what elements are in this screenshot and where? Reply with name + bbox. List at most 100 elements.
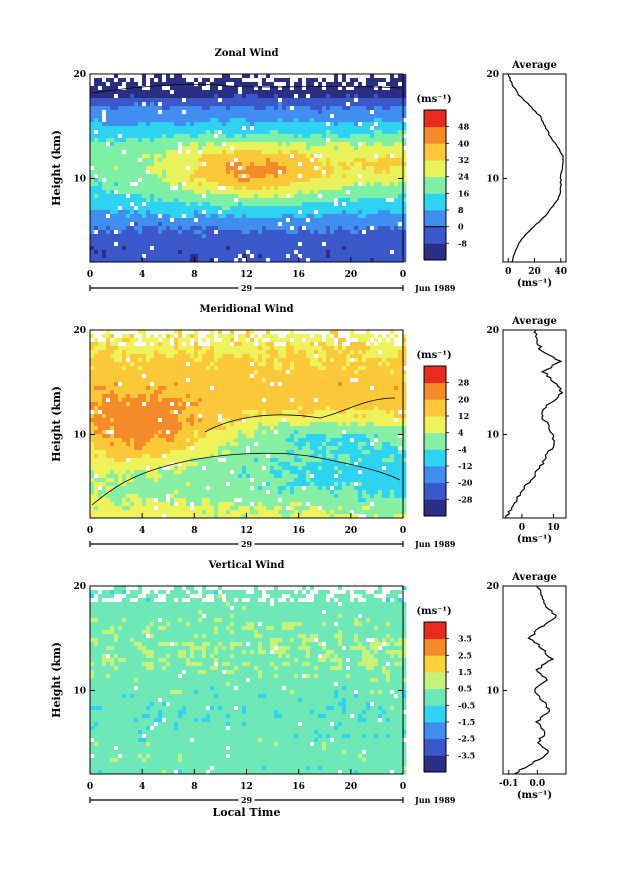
panel-2-profile-xtick-label: 0 xyxy=(519,523,525,533)
panel-3-colorbar-swatch xyxy=(424,738,446,756)
panel-2-xtick-label: 8 xyxy=(191,526,197,536)
panel-3-xlabel: Local Time xyxy=(213,806,281,819)
panel-2-ytick-label: 20 xyxy=(73,326,86,336)
panel-2-colorbar-label: -4 xyxy=(458,444,467,454)
panel-3-colorbar-swatch xyxy=(424,622,446,640)
panel-2-profile-ytick-label: 10 xyxy=(486,430,499,440)
panel-1-title: Zonal Wind xyxy=(214,48,278,59)
panel-3-colorbar-label: 2.5 xyxy=(458,650,472,660)
panel-2-profile-ytick-label: 20 xyxy=(486,326,499,336)
panel-1-xtick-label: 0 xyxy=(87,270,93,280)
panel-1-colorbar-label: 24 xyxy=(458,172,470,182)
panel-3-profile-ytick-label: 20 xyxy=(486,582,499,592)
panel-3-xtick-label: 12 xyxy=(240,782,253,792)
panel-2-colorbar-swatch xyxy=(424,482,446,500)
panel-1-zero-contour xyxy=(91,84,402,94)
panel-1-colorbar-label: 48 xyxy=(458,122,470,132)
panel-2-colorbar-unit: (ms⁻¹) xyxy=(416,350,451,361)
panel-2-xtick-label: 4 xyxy=(139,526,145,536)
panel-3-profile-title: Average xyxy=(511,572,557,583)
panel-2-colorbar-label: 4 xyxy=(458,428,464,438)
panel-2-colorbar-label: 12 xyxy=(458,411,469,421)
panel-1-colorbar-label: 32 xyxy=(458,155,469,165)
panel-2-title: Meridional Wind xyxy=(199,304,293,315)
panel-2-colorbar-swatch xyxy=(424,366,446,384)
panel-3-colorbar-swatch xyxy=(424,705,446,723)
panel-2-xtick-label: 16 xyxy=(292,526,305,536)
panel-2-colorbar-frame xyxy=(423,365,447,517)
panel-3-colorbar-label: -1.5 xyxy=(458,717,475,727)
panel-2-colorbar-swatch xyxy=(424,499,446,517)
panel-1-colorbar-swatch xyxy=(424,126,446,144)
panel-2-profile-title: Average xyxy=(511,316,557,327)
panel-1-ylabel: Height (km) xyxy=(50,130,63,206)
panel-2-colorbar-label: -12 xyxy=(458,461,472,471)
panel-3-profile-xtick-label: -0.1 xyxy=(499,779,518,789)
panel-1-colorbar-frame xyxy=(423,109,447,261)
panel-2-profile-xtick-label: 10 xyxy=(547,523,560,533)
panel-1-profile-xtick-label: 0 xyxy=(505,267,511,277)
panel-3-profile-xtick-label: 0.0 xyxy=(530,779,546,789)
panel-2-colorbar-swatch xyxy=(424,399,446,417)
panel-1-ytick-label: 10 xyxy=(73,174,86,184)
panel-3-colorbar-unit: (ms⁻¹) xyxy=(416,606,451,617)
panel-2-colorbar-label: 28 xyxy=(458,378,470,388)
panel-3-colorbar-label: 1.5 xyxy=(458,667,472,677)
panel-3-title: Vertical Wind xyxy=(208,560,285,571)
panel-2-xtick-label: 0 xyxy=(400,526,406,536)
panel-3-profile-frame xyxy=(502,585,567,775)
panel-3-heatmap xyxy=(90,586,407,775)
panel-3-colorbar-label: -0.5 xyxy=(458,700,475,710)
panel-1-profile-xtick-label: 20 xyxy=(528,267,541,277)
panel-2-xtick-label: 20 xyxy=(345,526,358,536)
panel-1-colorbar-swatch xyxy=(424,243,446,261)
panel-3-ytick-label: 10 xyxy=(73,686,86,696)
panel-1-colorbar-swatch xyxy=(424,193,446,211)
panel-2-ytick-label: 10 xyxy=(73,430,86,440)
panel-3-xtick-label: 8 xyxy=(191,782,197,792)
panel-3-date-day: 29 xyxy=(241,795,253,805)
panel-1-xtick-label: 8 xyxy=(191,270,197,280)
panel-3-colorbar-swatch xyxy=(424,638,446,656)
panel-2-colorbar-swatch xyxy=(424,466,446,484)
panel-2-date-day: 29 xyxy=(241,539,253,549)
panel-3-xtick-label: 20 xyxy=(345,782,358,792)
panel-1-heatmap xyxy=(90,74,407,263)
panel-3-xtick-label: 0 xyxy=(400,782,406,792)
panel-3-colorbar-label: 0.5 xyxy=(458,684,472,694)
panel-3-xtick-label: 4 xyxy=(139,782,145,792)
panel-3-date-label: Jun 1989 xyxy=(414,795,456,805)
panel-1-xtick-label: 12 xyxy=(240,270,253,280)
panel-2-heatmap xyxy=(90,330,407,519)
panel-3-ytick-label: 20 xyxy=(73,582,86,592)
panel-2-profile-line xyxy=(505,329,564,519)
panel-2-xtick-label: 12 xyxy=(240,526,253,536)
panel-3-colorbar-swatch xyxy=(424,672,446,690)
panel-1-date-label: Jun 1989 xyxy=(414,283,456,293)
panel-3-colorbar-frame xyxy=(423,621,447,773)
panel-3-profile-ytick-label: 10 xyxy=(486,686,499,696)
panel-2-colorbar-label: -28 xyxy=(458,494,473,504)
panel-1-colorbar-unit: (ms⁻¹) xyxy=(416,94,451,105)
panel-3-xtick-label: 16 xyxy=(292,782,305,792)
panel-1-profile-title: Average xyxy=(511,60,557,71)
panel-1-xtick-label: 0 xyxy=(400,270,406,280)
panel-1-profile-line xyxy=(507,73,564,263)
panel-3-date-day-bg xyxy=(238,796,255,804)
panel-3-colorbar-label: -3.5 xyxy=(458,750,475,760)
panel-1-ytick-label: 20 xyxy=(73,70,86,80)
panel-1-colorbar-label: 16 xyxy=(458,188,470,198)
panel-2-colorbar-label: -20 xyxy=(458,478,473,488)
panel-2-zero-contour-upper xyxy=(204,397,396,433)
panel-3-ylabel: Height (km) xyxy=(50,642,63,718)
panel-1-colorbar-swatch xyxy=(424,143,446,161)
panel-1-xtick-label: 16 xyxy=(292,270,305,280)
panel-2-colorbar-label: 20 xyxy=(458,394,470,404)
panel-2-date-label: Jun 1989 xyxy=(414,539,456,549)
panel-1-xtick-label: 4 xyxy=(139,270,145,280)
panel-1-colorbar-swatch xyxy=(424,226,446,244)
panel-1-colorbar-swatch xyxy=(424,210,446,228)
panel-1-colorbar-swatch xyxy=(424,160,446,178)
panel-2-colorbar-swatch xyxy=(424,416,446,434)
